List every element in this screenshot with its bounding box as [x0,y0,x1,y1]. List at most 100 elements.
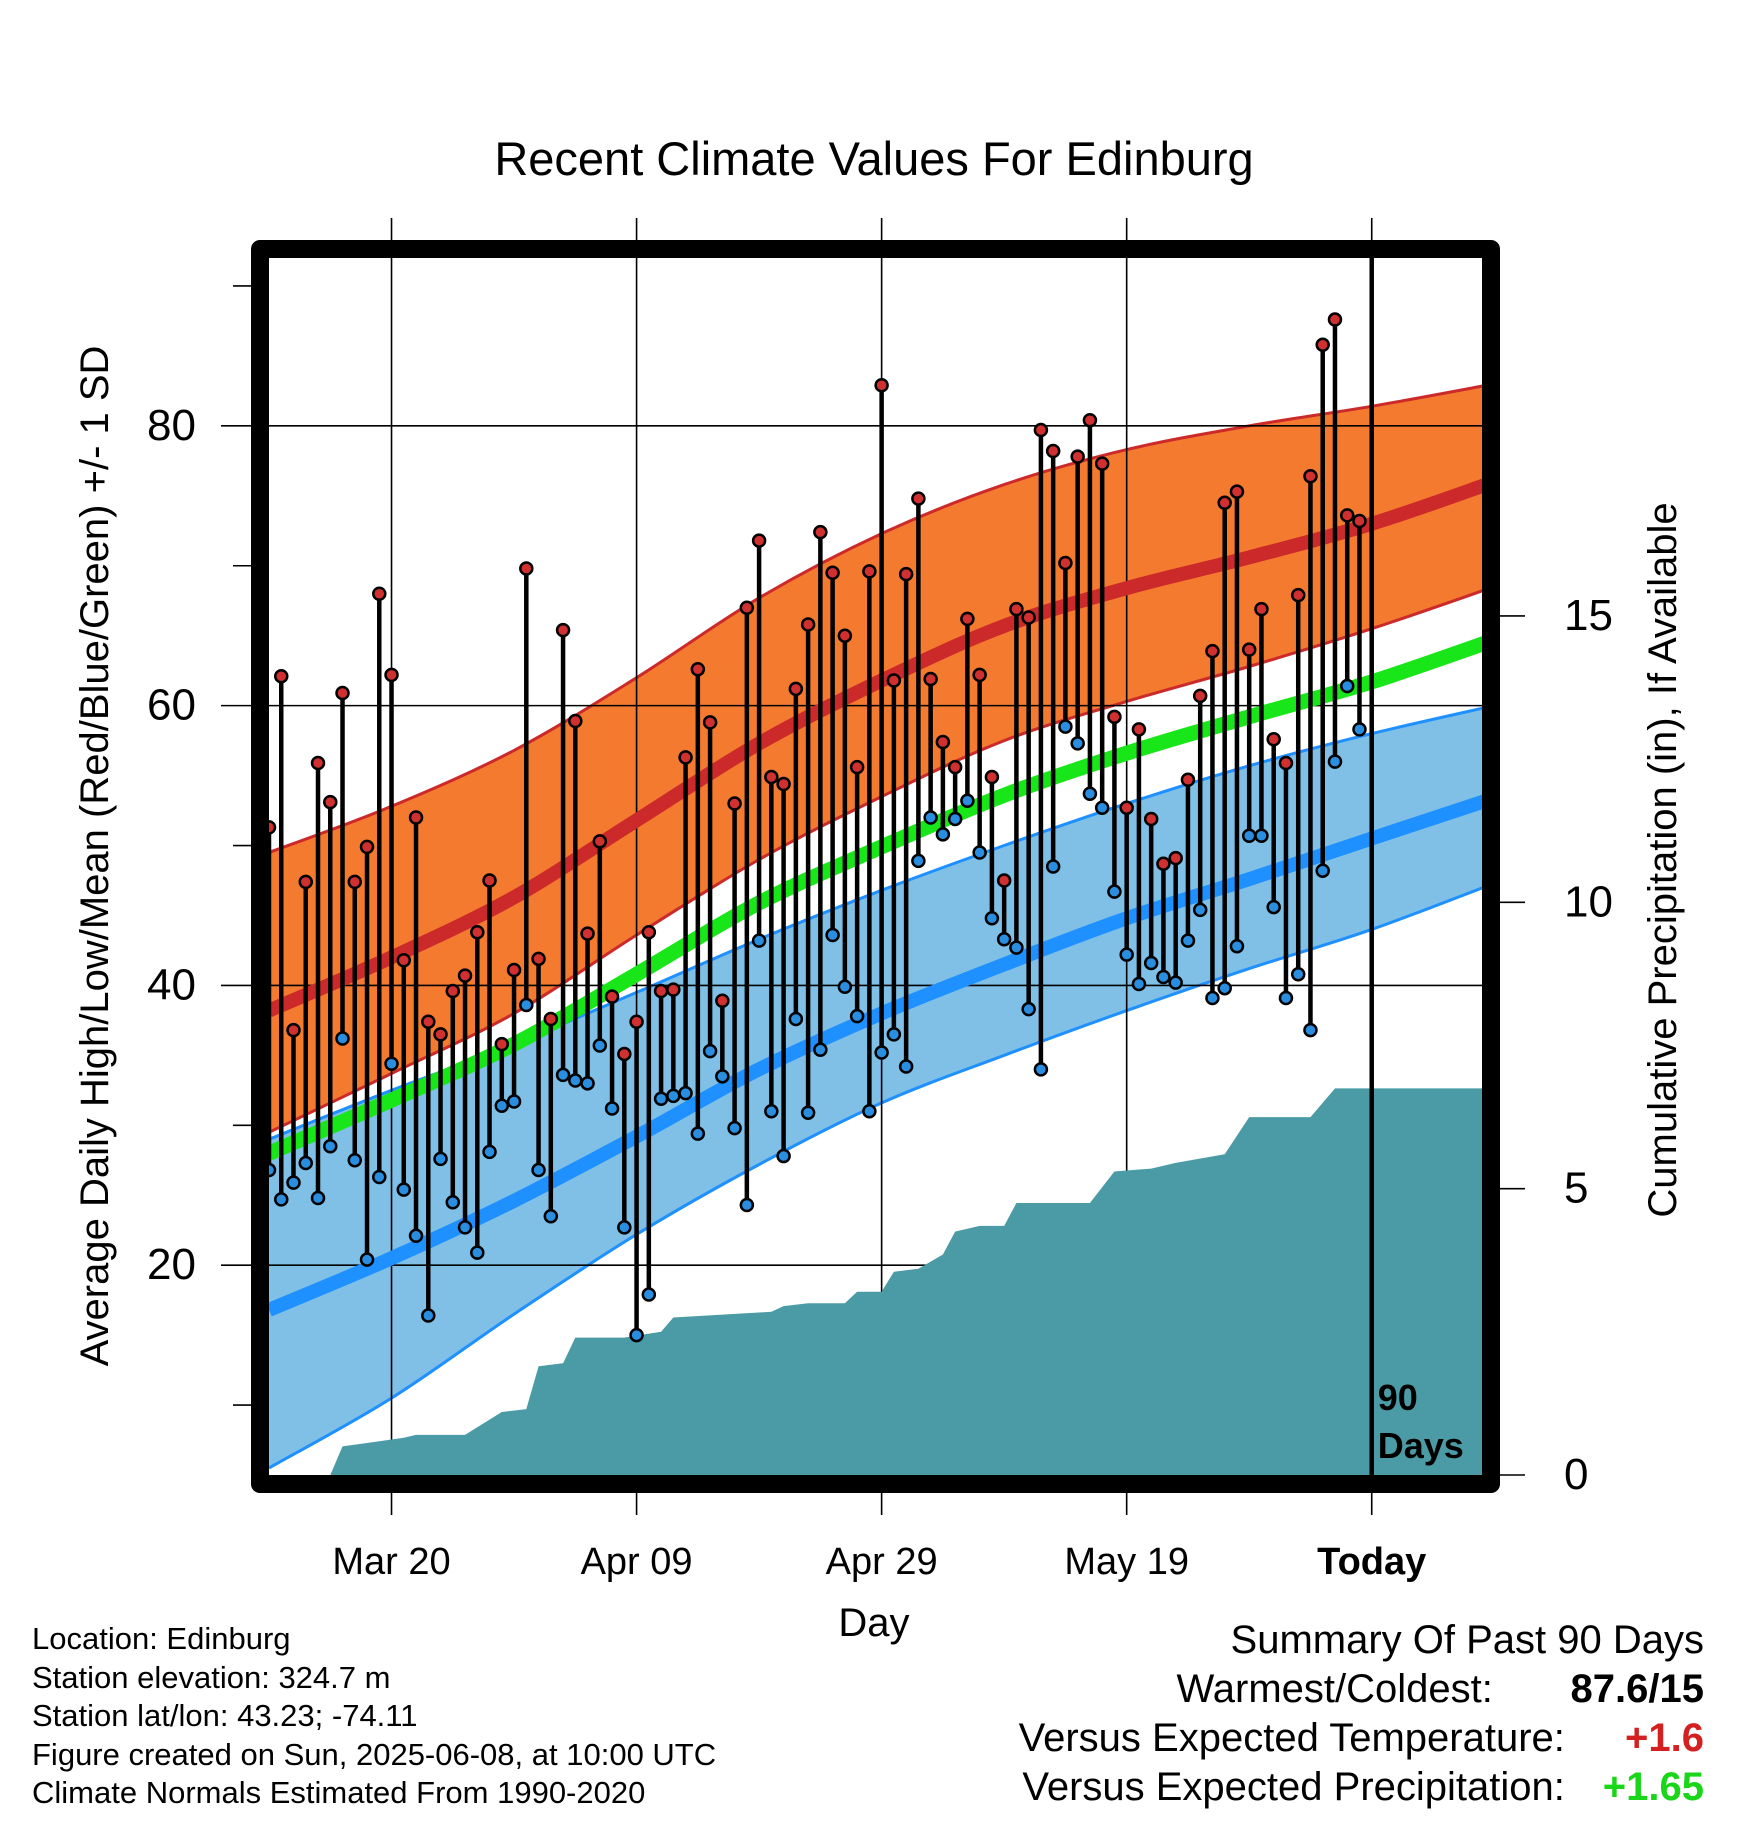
daily-low-point [506,1094,522,1109]
daily-high-point [1168,850,1183,866]
daily-high-point [629,1014,644,1030]
daily-high-point [543,1011,559,1027]
daily-high-point [274,669,289,684]
daily-low-point [494,1098,510,1113]
y-tick-label: 20 [147,1240,196,1289]
daily-low-point [555,1067,571,1083]
daily-low-point [1021,1001,1036,1017]
today-marker-layer: 90 Days [1369,258,1464,1475]
daily-low-point [702,1043,718,1059]
daily-high-point [1266,731,1281,747]
today-days-word: Days [1378,1425,1464,1466]
precip-departure-value: +1.65 [1602,1765,1704,1809]
summary-precip-row: Versus Expected Precipitation: +1.65 [1019,1763,1704,1812]
daily-low-point [1254,828,1269,843]
daily-high-point [323,794,338,810]
daily-high-point [690,662,706,677]
daily-high-point [923,671,938,687]
daily-low-point [323,1139,338,1154]
daily-low-point [1143,955,1159,971]
daily-high-point [1045,443,1061,459]
temp-departure-value: +1.6 [1625,1716,1704,1760]
temp-departure-label: Versus Expected Temperature: [1018,1716,1565,1760]
daily-high-point [1192,688,1208,704]
daily-low-point [629,1327,644,1343]
daily-low-point [1058,719,1073,734]
chart-title: Recent Climate Values For Edinburg [494,132,1253,185]
daily-low-point [1156,969,1171,985]
plot-frame-layer [251,240,1500,1493]
daily-high-point [1033,422,1049,438]
daily-high-point [1094,456,1110,471]
daily-high-point [445,983,461,999]
x-tick-label: May 19 [1064,1541,1189,1583]
daily-low-point [960,793,975,809]
daily-low-point [445,1194,461,1210]
daily-high-point [617,1046,632,1062]
daily-high-point [874,378,889,393]
daily-low-point [678,1085,693,1101]
daily-low-point [874,1045,889,1060]
daily-high-point [960,611,975,627]
daily-low-point [470,1245,485,1260]
daily-high-point [764,769,779,785]
daily-low-point [1327,754,1343,769]
elevation-text: Station elevation: 324.7 m [32,1659,391,1695]
daily-low-point [359,1252,375,1267]
daily-low-point [1082,786,1098,802]
warm-cold-label: Warmest/Coldest: [1176,1667,1493,1711]
daily-low-point [1217,980,1232,996]
daily-low-point [1205,990,1220,1006]
daily-low-point [1119,947,1134,962]
y-tick-label: 80 [147,401,196,450]
today-days-number: 90 [1378,1377,1418,1418]
daily-high-point [1119,800,1134,815]
daily-low-point [568,1073,583,1088]
daily-high-point [984,769,1000,785]
daily-high-point [911,491,926,506]
summary-panel: Summary Of Past 90 Days Warmest/Coldest:… [1019,1616,1704,1812]
daily-high-point [433,1027,448,1042]
daily-low-point [1303,1022,1318,1038]
daily-high-low-layer [261,312,1367,1343]
daily-high-point [935,734,951,750]
daily-high-point [1143,811,1159,827]
daily-low-point [433,1151,448,1167]
daily-high-point [470,924,485,940]
precip-area-layer [269,1088,1482,1475]
daily-low-point [421,1308,436,1323]
daily-low-point [653,1091,669,1106]
daily-low-point [813,1042,828,1057]
daily-low-point [715,1069,730,1084]
daily-high-point [372,586,387,601]
y2-tick-label: 15 [1564,591,1613,640]
x-tick-label: Apr 29 [826,1541,938,1583]
daily-low-point [788,1011,804,1027]
daily-high-point [1229,484,1245,499]
daily-high-point [298,874,314,890]
daily-low-point [751,933,767,948]
daily-high-point [506,962,522,978]
daily-high-point [751,533,767,548]
daily-low-point [384,1056,399,1071]
daily-low-point [1290,966,1306,982]
daily-high-point [1254,601,1269,617]
daily-low-point [1094,800,1110,815]
daily-high-point [531,951,546,967]
daily-high-point [702,715,718,730]
daily-high-point [972,667,987,683]
daily-high-point [1021,610,1036,625]
daily-high-point [825,565,840,580]
daily-low-point [862,1104,877,1119]
daily-high-point [1352,513,1367,529]
x-tick-label: Mar 20 [332,1541,450,1583]
daily-low-point [800,1105,816,1120]
daily-high-point [310,755,326,771]
daily-high-point [800,617,816,632]
daily-low-point [898,1059,914,1074]
daily-high-point [1009,601,1024,617]
daily-low-point [911,853,926,869]
daily-high-point [1082,413,1098,428]
daily-high-point [1303,468,1318,484]
daily-high-point [1290,587,1306,603]
